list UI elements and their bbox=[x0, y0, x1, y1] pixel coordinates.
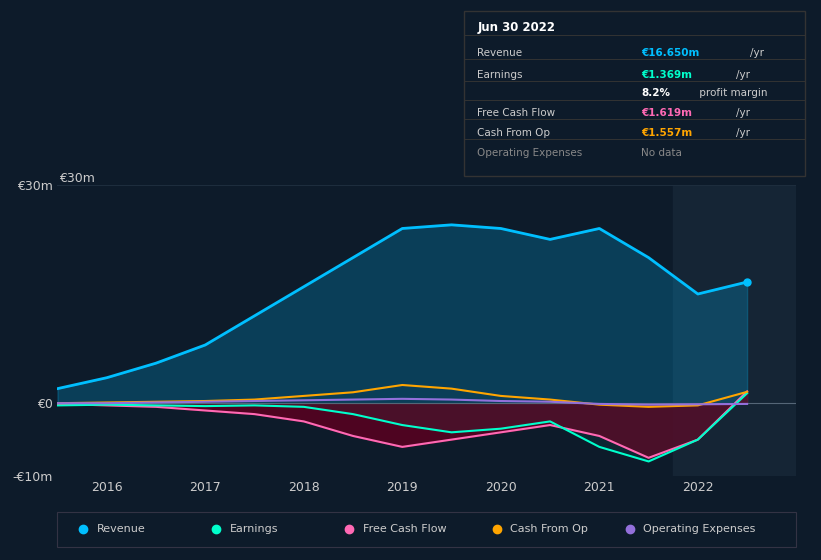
Text: profit margin: profit margin bbox=[695, 88, 767, 98]
Text: €30m: €30m bbox=[59, 172, 95, 185]
Text: Earnings: Earnings bbox=[478, 70, 523, 80]
Text: /yr: /yr bbox=[736, 70, 750, 80]
Text: /yr: /yr bbox=[750, 48, 764, 58]
Text: Operating Expenses: Operating Expenses bbox=[478, 148, 583, 158]
Text: Free Cash Flow: Free Cash Flow bbox=[363, 524, 447, 534]
Text: Operating Expenses: Operating Expenses bbox=[644, 524, 756, 534]
Text: Revenue: Revenue bbox=[478, 48, 523, 58]
Text: €1.619m: €1.619m bbox=[641, 108, 692, 118]
Bar bbox=[57, 512, 796, 547]
Text: €1.369m: €1.369m bbox=[641, 70, 692, 80]
Bar bbox=[673, 185, 796, 476]
Text: €16.650m: €16.650m bbox=[641, 48, 699, 58]
Text: €1.557m: €1.557m bbox=[641, 128, 692, 138]
Text: /yr: /yr bbox=[736, 128, 750, 138]
Text: /yr: /yr bbox=[736, 108, 750, 118]
Text: No data: No data bbox=[641, 148, 682, 158]
Text: Cash From Op: Cash From Op bbox=[511, 524, 589, 534]
Text: 8.2%: 8.2% bbox=[641, 88, 670, 98]
Text: Cash From Op: Cash From Op bbox=[478, 128, 551, 138]
Text: Free Cash Flow: Free Cash Flow bbox=[478, 108, 556, 118]
Text: Jun 30 2022: Jun 30 2022 bbox=[478, 21, 556, 34]
Text: Earnings: Earnings bbox=[230, 524, 278, 534]
Text: Revenue: Revenue bbox=[97, 524, 145, 534]
